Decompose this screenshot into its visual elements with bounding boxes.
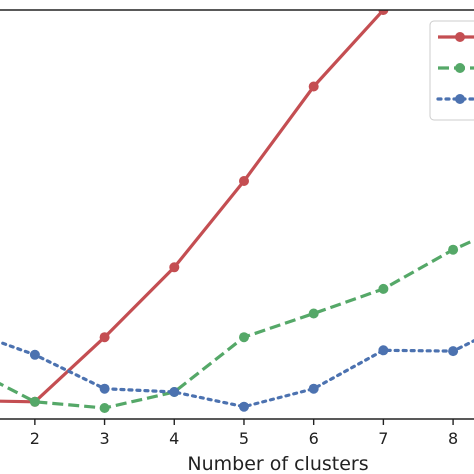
x-tick-label: 4 xyxy=(169,429,179,448)
legend-entry-3-marker xyxy=(455,94,465,104)
series-3-point xyxy=(448,346,459,357)
x-tick-label: 5 xyxy=(239,429,249,448)
series-2-point xyxy=(448,244,459,255)
series-3-point xyxy=(308,383,319,394)
x-tick-label: 8 xyxy=(448,429,458,448)
legend-entry-1-marker xyxy=(455,32,465,42)
series-3-point xyxy=(99,383,110,394)
x-tick-label: 2 xyxy=(30,429,40,448)
series-3-point xyxy=(169,387,180,397)
series-1-point xyxy=(378,10,389,15)
x-tick-label: 3 xyxy=(99,429,109,448)
series-1-point xyxy=(239,176,249,186)
series-1-point xyxy=(169,262,180,273)
series-3-point xyxy=(378,345,389,356)
series-1-point xyxy=(308,81,319,92)
legend xyxy=(429,20,474,121)
series-2-point xyxy=(29,396,40,407)
series-2-point xyxy=(239,332,249,343)
plot-background xyxy=(0,10,474,419)
series-3-point xyxy=(29,349,40,360)
series-3-point xyxy=(239,401,249,412)
legend-entry-2-marker xyxy=(455,63,465,73)
series-2-point xyxy=(99,403,110,413)
series-3-line xyxy=(0,339,474,409)
axes: 2 3 4 5 6 7 8 xyxy=(0,9,474,448)
series-2-point xyxy=(378,283,389,294)
series-layer xyxy=(0,10,474,413)
x-tick-label: 6 xyxy=(309,429,319,448)
series-1-point xyxy=(99,332,110,343)
x-tick-label: 7 xyxy=(378,429,388,448)
x-axis-label: Number of clusters xyxy=(187,453,368,474)
series-2-point xyxy=(308,308,319,319)
